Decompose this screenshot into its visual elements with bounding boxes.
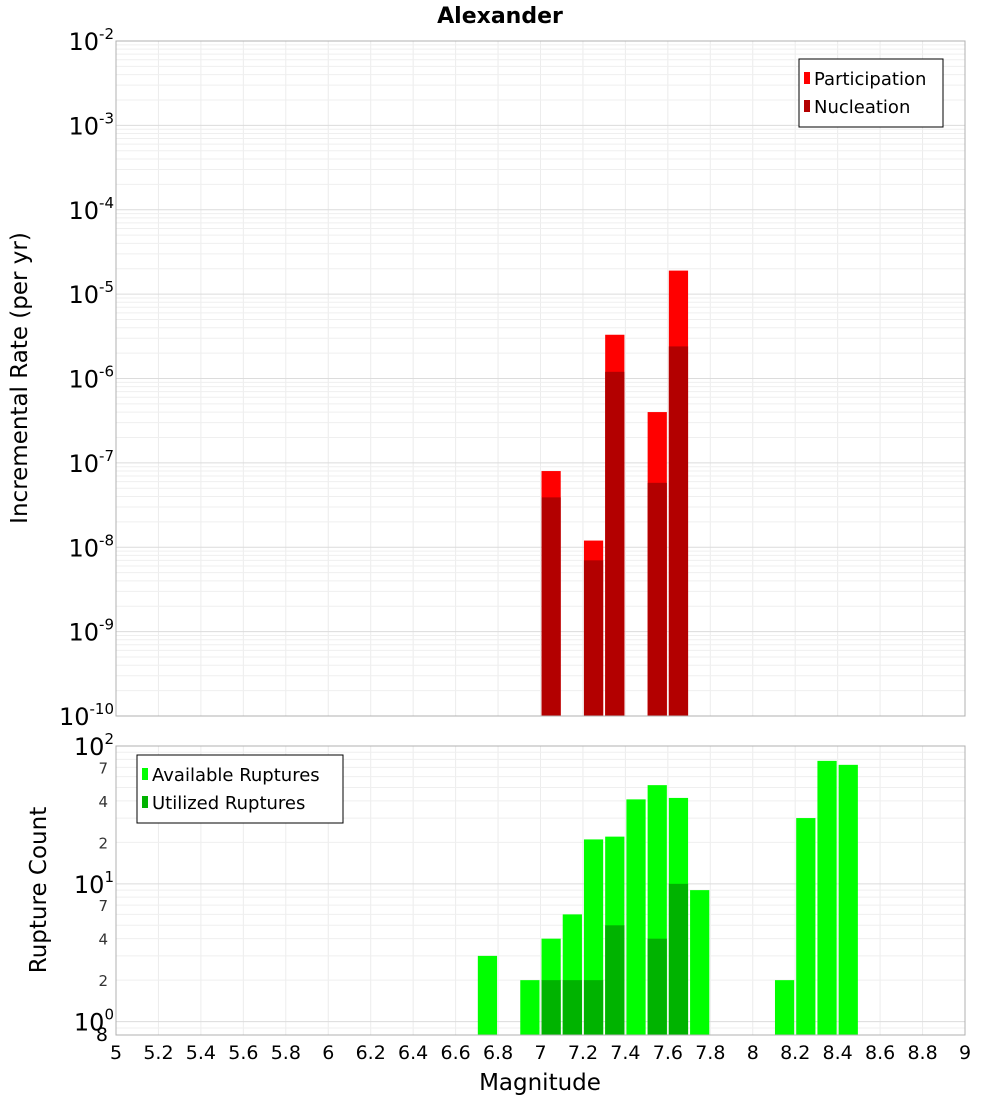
bottom-y-minor-tick-label: 4 [98, 931, 108, 949]
x-tick-label: 8.6 [865, 1042, 895, 1064]
bottom-bars [477, 760, 858, 1035]
bottom-y-minor-tick-label: 7 [98, 897, 108, 915]
x-tick-label: 7.4 [610, 1042, 640, 1064]
count-bar-b [541, 980, 561, 1035]
count-bar-a [477, 955, 498, 1035]
count-bar-a [796, 818, 816, 1035]
bottom-y-minor-tick-label: 8 [96, 1024, 108, 1046]
legend-swatch [142, 768, 148, 780]
count-bar-a [817, 760, 837, 1035]
count-bar-b [647, 938, 667, 1035]
x-tick-label: 9 [959, 1042, 971, 1064]
rate-bar-b [541, 497, 561, 716]
count-bar-a [626, 799, 646, 1035]
x-tick-label: 6.4 [398, 1042, 428, 1064]
top-y-tick-label: 10-3 [68, 109, 114, 140]
bottom-y-minor-tick-label: 4 [98, 793, 108, 811]
count-bar-a [838, 764, 858, 1035]
top-y-tick-label: 10-8 [68, 531, 114, 562]
count-bar-b [583, 980, 604, 1035]
top-plot-frame [115, 40, 966, 717]
top-y-tick-labels: 10-10 10-9 10-8 10-7 10-6 10-5 10-4 10-3 10-2 [59, 25, 114, 731]
x-tick-label: 5.2 [143, 1042, 173, 1064]
legend-label: Utilized Ruptures [152, 793, 305, 814]
bottom-y-axis-title: Rupture Count [26, 807, 52, 973]
legend-swatch [804, 72, 810, 84]
count-bar-a [520, 980, 540, 1035]
chart-title: Alexander [437, 4, 563, 29]
x-tick-label: 7 [534, 1042, 546, 1064]
x-tick-labels: 5 5.2 5.4 5.6 5.8 6 6.2 6.4 6.6 6.8 7 7.2 7.4 7.6 7.8 8… [110, 1042, 971, 1064]
top-y-tick-label: 10-2 [68, 25, 114, 56]
legend-label: Participation [814, 69, 926, 90]
top-legend: Participation Nucleation [798, 58, 944, 128]
x-axis-title: Magnitude [479, 1070, 601, 1096]
x-tick-label: 7.2 [568, 1042, 598, 1064]
bottom-y-tick-label: 101 [74, 868, 114, 899]
legend-swatch [804, 100, 810, 112]
count-bar-a [774, 980, 795, 1035]
legend-swatch [142, 796, 148, 808]
legend-label: Available Ruptures [152, 765, 320, 786]
x-tick-label: 5 [110, 1042, 122, 1064]
x-tick-label: 8.4 [823, 1042, 853, 1064]
bottom-y-minor-tick-label: 7 [98, 759, 108, 777]
count-bar-b [605, 925, 625, 1035]
rate-bar-b [605, 371, 625, 716]
x-tick-label: 5.4 [186, 1042, 216, 1064]
top-y-tick-label: 10-10 [59, 700, 114, 731]
legend-box [136, 754, 344, 824]
top-y-tick-label: 10-6 [68, 363, 114, 394]
x-tick-label: 7.6 [653, 1042, 683, 1064]
x-tick-label: 5.8 [271, 1042, 301, 1064]
x-tick-label: 6.2 [356, 1042, 386, 1064]
top-y-tick-label: 10-4 [68, 194, 114, 225]
top-y-tick-label: 10-7 [68, 447, 114, 478]
x-tick-label: 8.2 [780, 1042, 810, 1064]
bottom-legend: Available Ruptures Utilized Ruptures [136, 754, 344, 824]
x-tick-label: 5.6 [228, 1042, 258, 1064]
top-y-tick-label: 10-9 [68, 616, 114, 647]
x-tick-label: 6 [322, 1042, 334, 1064]
rate-bar-b [668, 346, 689, 716]
x-tick-label: 8.8 [907, 1042, 937, 1064]
count-bar-a [690, 890, 710, 1035]
x-tick-label: 7.8 [695, 1042, 725, 1064]
rate-bar-b [647, 482, 667, 716]
count-bar-b [562, 980, 582, 1035]
top-gridlines [115, 41, 966, 717]
bottom-y-tick-label: 100 [74, 1006, 114, 1037]
legend-box [798, 58, 944, 128]
count-bar-b [668, 883, 689, 1035]
bottom-y-tick-label: 102 [74, 730, 114, 761]
top-bars [541, 270, 689, 716]
top-y-axis-title: Incremental Rate (per yr) [7, 232, 33, 524]
legend-label: Nucleation [814, 97, 910, 118]
bottom-y-tick-labels: 100 101 102 8 2 4 7 2 4 7 [74, 730, 114, 1046]
bottom-plot-frame [115, 745, 966, 1036]
x-tick-label: 6.6 [440, 1042, 470, 1064]
top-y-tick-label: 10-5 [68, 278, 114, 309]
rate-bar-b [583, 560, 604, 716]
bottom-y-minor-tick-label: 2 [98, 834, 108, 852]
x-tick-label: 8 [747, 1042, 759, 1064]
bottom-y-minor-tick-label: 2 [98, 972, 108, 990]
x-tick-label: 6.8 [483, 1042, 513, 1064]
